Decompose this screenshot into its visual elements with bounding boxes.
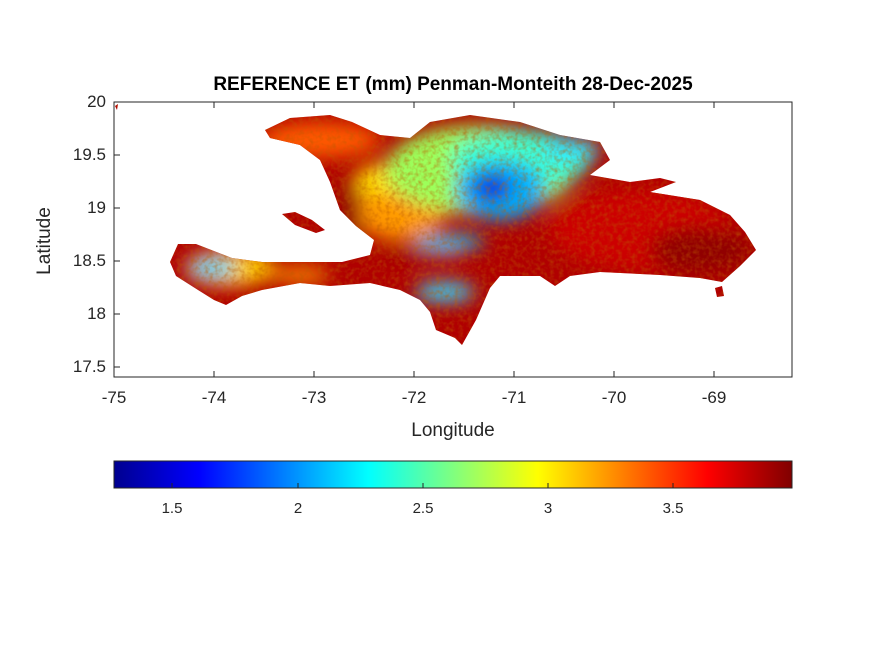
- y-tick-label: 20: [87, 92, 106, 111]
- x-axis-label: Longitude: [411, 420, 495, 441]
- y-tick-label: 18: [87, 304, 106, 323]
- colorbar-tick-label: 2.5: [412, 500, 434, 517]
- x-tick-label: -74: [201, 388, 227, 407]
- chart-title: REFERENCE ET (mm) Penman-Monteith 28-Dec…: [213, 74, 693, 95]
- colorbar-tick-label: 1.5: [161, 500, 183, 517]
- x-tick-label: -69: [701, 388, 727, 407]
- y-tick-label: 19: [87, 198, 106, 217]
- x-tick-label: -73: [301, 388, 327, 407]
- x-tick-label: -75: [101, 388, 127, 407]
- x-tick-label: -71: [501, 388, 527, 407]
- colorbar-tick-label: 3: [543, 500, 553, 517]
- y-tick-label: 19.5: [72, 145, 106, 164]
- colorbar-tick-label: 2: [293, 500, 303, 517]
- colorbar-tick-label: 3.5: [662, 500, 684, 517]
- x-tick-label: -70: [601, 388, 627, 407]
- colorbar: [113, 460, 793, 489]
- colorbar-ticks: [171, 483, 674, 488]
- y-tick-label: 17.5: [72, 357, 106, 376]
- y-axis-label: Latitude: [34, 207, 55, 275]
- x-tick-label: -72: [401, 388, 427, 407]
- axis-ticks: [114, 102, 715, 377]
- y-tick-label: 18.5: [72, 251, 106, 270]
